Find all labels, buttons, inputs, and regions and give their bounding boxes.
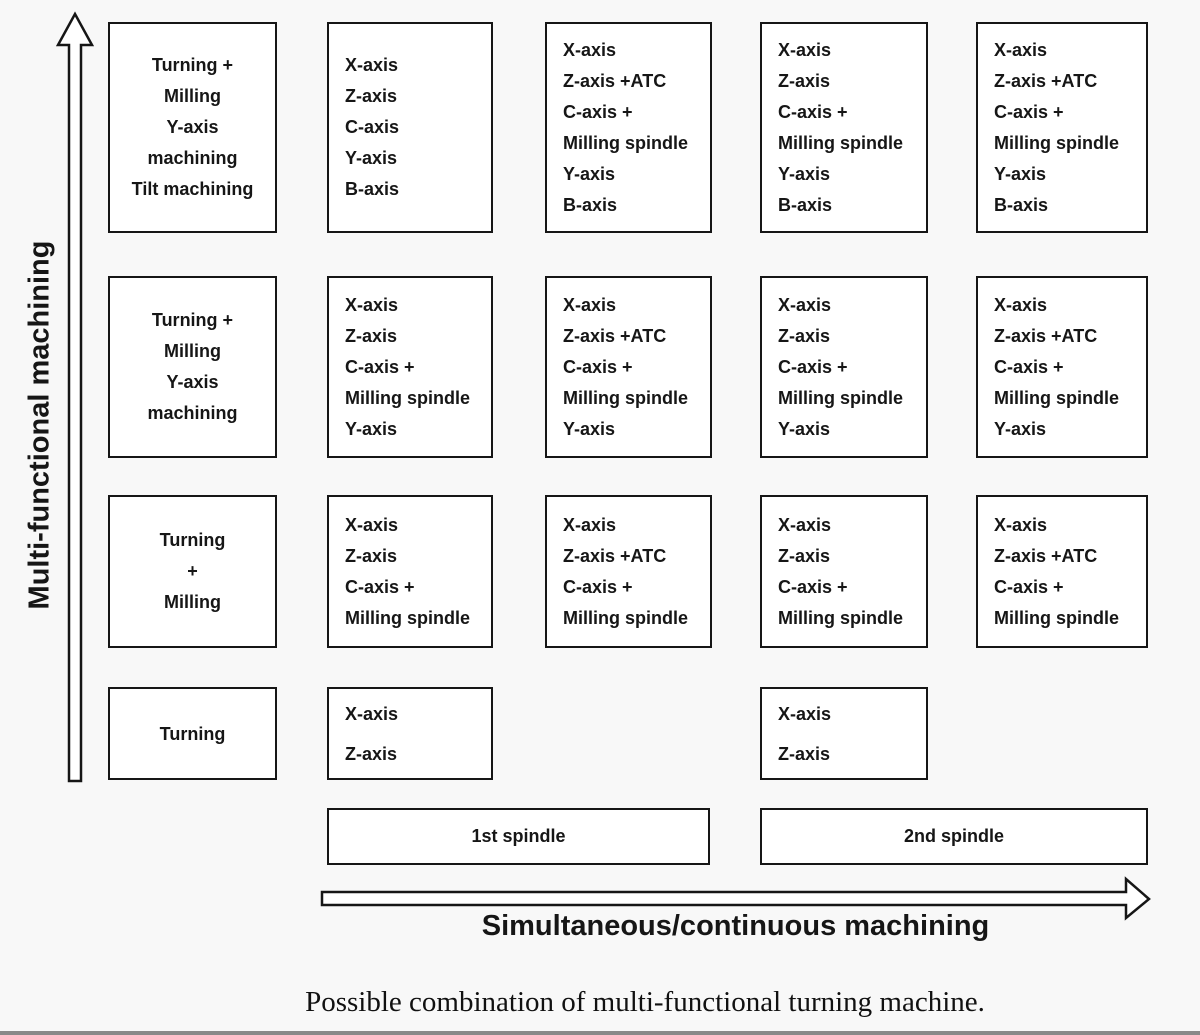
capability-box-r3: Turning + Milling xyxy=(108,495,277,648)
config-box-r1-c3: X-axis Z-axis +ATC C-axis + Milling spin… xyxy=(545,22,712,233)
config-box-r2-c2: X-axis Z-axis C-axis + Milling spindle Y… xyxy=(327,276,493,458)
capability-box-r4: Turning xyxy=(108,687,277,780)
config-box-r2-c4: X-axis Z-axis C-axis + Milling spindle Y… xyxy=(760,276,928,458)
bottom-edge-strip xyxy=(0,1031,1200,1035)
config-box-r2-c5: X-axis Z-axis +ATC C-axis + Milling spin… xyxy=(976,276,1148,458)
config-box-r1-c2: X-axis Z-axis C-axis Y-axis B-axis xyxy=(327,22,493,233)
config-box-r4-c2: X-axis Z-axis xyxy=(327,687,493,780)
capability-box-r1: Turning + Milling Y-axis machining Tilt … xyxy=(108,22,277,233)
config-box-r3-c5: X-axis Z-axis +ATC C-axis + Milling spin… xyxy=(976,495,1148,648)
config-box-r4-c4: X-axis Z-axis xyxy=(760,687,928,780)
up-arrow xyxy=(55,11,95,783)
config-box-r3-c2: X-axis Z-axis C-axis + Milling spindle xyxy=(327,495,493,648)
x-axis-label: Simultaneous/continuous machining xyxy=(481,910,990,942)
spindle-group-2nd: 2nd spindle xyxy=(760,808,1148,865)
config-box-r1-c5: X-axis Z-axis +ATC C-axis + Milling spin… xyxy=(976,22,1148,233)
config-box-r3-c4: X-axis Z-axis C-axis + Milling spindle xyxy=(760,495,928,648)
config-box-r1-c4: X-axis Z-axis C-axis + Milling spindle Y… xyxy=(760,22,928,233)
config-box-r2-c3: X-axis Z-axis +ATC C-axis + Milling spin… xyxy=(545,276,712,458)
config-box-r3-c3: X-axis Z-axis +ATC C-axis + Milling spin… xyxy=(545,495,712,648)
y-axis-label: Multi-functional machining xyxy=(23,240,56,610)
spindle-group-1st: 1st spindle xyxy=(327,808,710,865)
capability-box-r2: Turning + Milling Y-axis machining xyxy=(108,276,277,458)
figure-caption: Possible combination of multi-functional… xyxy=(305,986,985,1018)
